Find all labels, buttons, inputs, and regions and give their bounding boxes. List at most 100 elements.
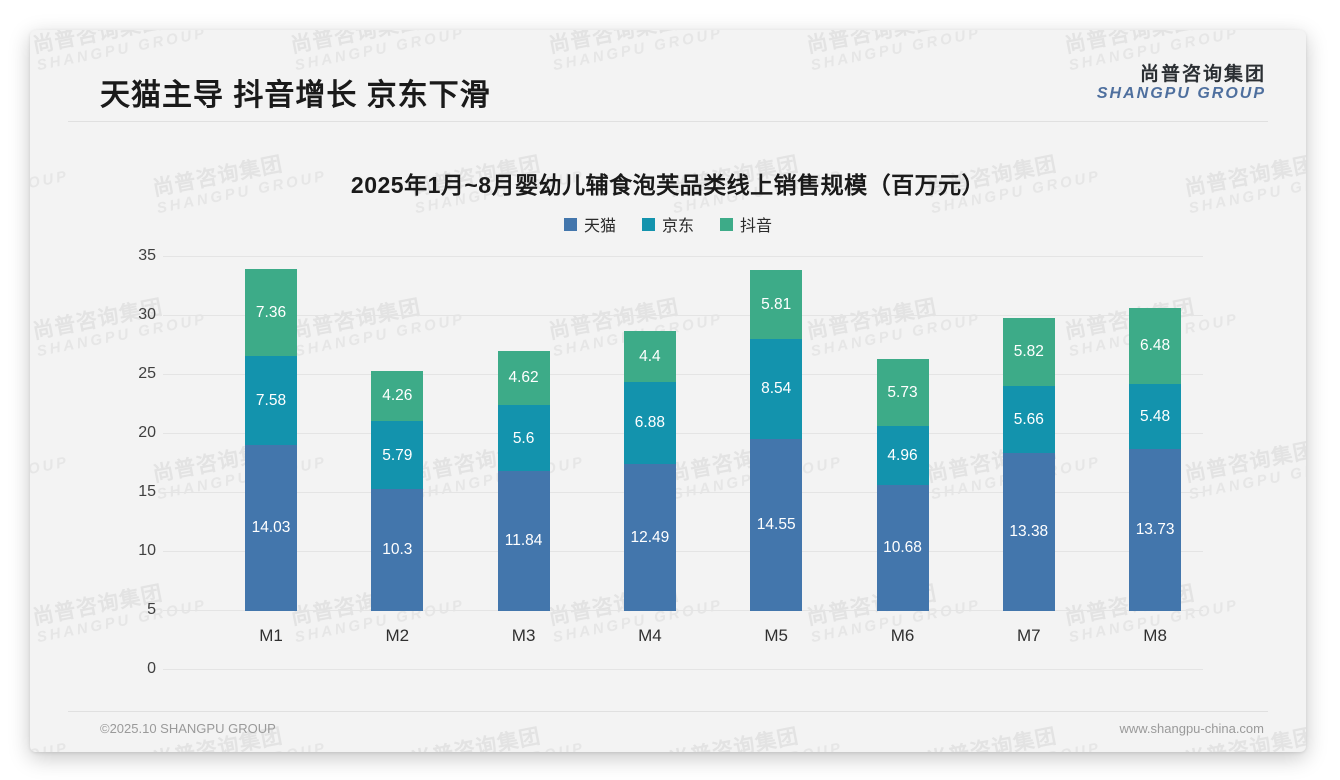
- bar-value-label: 14.03: [251, 519, 291, 537]
- x-axis-tick-label-M1: M1: [259, 626, 283, 645]
- chart-gridline: [163, 610, 1203, 611]
- x-axis-tick-label-M4: M4: [638, 626, 662, 645]
- x-axis-tick-label-M8: M8: [1143, 626, 1167, 645]
- bar-stack-M3[interactable]: 11.84 5.6 4.62: [497, 350, 550, 611]
- legend-item-京东[interactable]: 京东: [641, 212, 694, 236]
- bar-value-label: 5.48: [1140, 407, 1171, 425]
- bar-segment-天猫-M5[interactable]: 14.55: [750, 439, 803, 611]
- bar-segment-抖音-M8[interactable]: 6.48: [1129, 307, 1182, 385]
- bar-stack-M5[interactable]: 14.55 8.54 5.81: [750, 270, 803, 611]
- bar-value-label: 8.54: [761, 380, 792, 398]
- legend-swatch-icon: [720, 217, 733, 231]
- chart-gridline: [163, 433, 1203, 434]
- x-axis-tick-label-M7: M7: [1016, 626, 1041, 645]
- x-axis-tick-label-M6: M6: [890, 626, 915, 645]
- legend-swatch-icon: [641, 217, 655, 231]
- bar-segment-天猫-M3[interactable]: 11.84: [497, 471, 550, 611]
- slide-header: 天猫主导 抖音增长 京东下滑 尚普咨询集团 SHANGPU GROUP: [30, 30, 1306, 122]
- bar-value-label: 6.88: [634, 414, 665, 432]
- bar-segment-京东-M6[interactable]: 4.96: [876, 426, 929, 485]
- legend-label: 天猫: [583, 218, 616, 235]
- bar-segment-抖音-M6[interactable]: 5.73: [876, 358, 929, 427]
- y-axis-tick-label: 30: [138, 306, 156, 323]
- bar-value-label: 4.4: [639, 347, 661, 365]
- bar-value-label: 11.84: [504, 532, 543, 550]
- bar-value-label: 4.26: [382, 387, 413, 405]
- bar-segment-京东-M2[interactable]: 5.79: [371, 421, 424, 490]
- bar-value-label: 4.62: [508, 369, 539, 387]
- bar-value-label: 7.58: [255, 391, 287, 409]
- bar-segment-京东-M4[interactable]: 6.88: [623, 382, 676, 464]
- y-axis-tick-label: 15: [138, 483, 156, 500]
- bar-value-label: 4.96: [887, 446, 918, 464]
- chart-gridline: [163, 256, 1203, 257]
- bar-value-label: 5.79: [382, 446, 413, 464]
- bar-value-label: 6.48: [1140, 337, 1171, 355]
- bar-value-label: 5.73: [887, 383, 918, 401]
- bar-stack-M6[interactable]: 10.68 4.96 5.73: [876, 358, 929, 611]
- bar-segment-抖音-M3[interactable]: 4.62: [497, 350, 550, 406]
- footer-website[interactable]: www.shangpu-china.com: [1119, 721, 1264, 736]
- brand-name-cn: 尚普咨询集团: [1139, 64, 1266, 85]
- chart-gridline: [163, 669, 1203, 670]
- legend-label: 抖音: [740, 218, 773, 235]
- bar-segment-抖音-M1[interactable]: 7.36: [245, 269, 297, 357]
- bar-segment-京东-M1[interactable]: 7.58: [245, 356, 297, 446]
- bar-stack-M1[interactable]: 14.03 7.58 7.36: [245, 269, 297, 611]
- chart-title: 2025年1月~8月婴幼儿辅食泡芙品类线上销售规模（百万元）: [350, 172, 986, 198]
- bar-stack-M8[interactable]: 13.73 5.48 6.48: [1129, 307, 1182, 611]
- bar-value-label: 12.49: [630, 528, 670, 546]
- bar-segment-京东-M3[interactable]: 5.6: [497, 405, 550, 472]
- bar-segment-京东-M8[interactable]: 5.48: [1129, 384, 1182, 449]
- brand-logo: 尚普咨询集团 SHANGPU GROUP: [1097, 64, 1266, 103]
- y-axis-tick-label: 0: [147, 660, 156, 677]
- y-axis-tick-label: 35: [138, 247, 156, 264]
- bar-stack-M2[interactable]: 10.3 5.79 4.26: [371, 370, 424, 611]
- bar-segment-天猫-M6[interactable]: 10.68: [876, 484, 929, 611]
- bar-segment-天猫-M2[interactable]: 10.3: [371, 489, 424, 611]
- page-title: 天猫主导 抖音增长 京东下滑: [100, 79, 491, 112]
- brand-name-en: SHANGPU GROUP: [1096, 85, 1266, 103]
- x-axis-tick-label-M5: M5: [764, 626, 788, 645]
- chart-gridline: [163, 374, 1203, 375]
- bar-segment-天猫-M4[interactable]: 12.49: [623, 463, 676, 611]
- bar-value-label: 5.66: [1013, 410, 1044, 428]
- bar-segment-京东-M5[interactable]: 8.54: [750, 338, 803, 440]
- x-axis-tick-label-M2: M2: [385, 626, 410, 645]
- bar-segment-抖音-M4[interactable]: 4.4: [623, 330, 676, 383]
- bar-value-label: 13.38: [1009, 523, 1049, 541]
- chart-gridline: [163, 551, 1203, 552]
- chart-gridline: [163, 492, 1203, 493]
- header-divider: [68, 121, 1268, 122]
- y-axis-tick-label: 25: [138, 365, 156, 382]
- chart-legend: 天猫 京东 抖音: [30, 212, 1306, 236]
- chart-plot-area: 0 5 10 15 20 25 30 35 14.03 7.58 7.36 M1 10.3 5.79 4.2…: [30, 30, 1306, 752]
- bar-segment-京东-M7[interactable]: 5.66: [1002, 386, 1055, 454]
- bar-stack-M4[interactable]: 12.49 6.88 4.4: [623, 330, 676, 611]
- bar-value-label: 14.55: [756, 516, 796, 534]
- footer-divider: [68, 711, 1268, 712]
- bar-value-label: 5.82: [1013, 343, 1044, 361]
- bar-segment-抖音-M7[interactable]: 5.82: [1002, 317, 1055, 387]
- footer-copyright: ©2025.10 SHANGPU GROUP: [100, 721, 276, 736]
- legend-item-天猫[interactable]: 天猫: [563, 212, 616, 236]
- bar-value-label: 7.36: [255, 303, 287, 321]
- bar-segment-天猫-M8[interactable]: 13.73: [1129, 449, 1182, 611]
- bar-segment-抖音-M5[interactable]: 5.81: [750, 270, 803, 339]
- slide-canvas: 尚普咨询集团 SHANGPU GROUP 尚普咨询集团 SHANGPU GROUP 尚普…: [30, 30, 1306, 752]
- bar-segment-抖音-M2[interactable]: 4.26: [371, 370, 424, 422]
- y-axis-tick-label: 5: [147, 601, 156, 618]
- legend-label: 京东: [661, 218, 694, 235]
- y-axis-tick-label: 10: [138, 542, 156, 559]
- bar-stack-M7[interactable]: 13.38 5.66 5.82: [1002, 317, 1055, 611]
- chart-gridline: [163, 315, 1203, 316]
- bar-value-label: 5.6: [512, 429, 535, 447]
- bar-segment-天猫-M7[interactable]: 13.38: [1002, 453, 1055, 611]
- x-axis-tick-label-M3: M3: [511, 626, 536, 645]
- bar-value-label: 13.73: [1135, 521, 1175, 539]
- legend-item-抖音[interactable]: 抖音: [720, 212, 772, 236]
- y-axis-tick-label: 20: [138, 424, 156, 441]
- bar-segment-天猫-M1[interactable]: 14.03: [245, 445, 297, 611]
- bar-value-label: 5.81: [761, 295, 792, 313]
- legend-swatch-icon: [563, 217, 577, 231]
